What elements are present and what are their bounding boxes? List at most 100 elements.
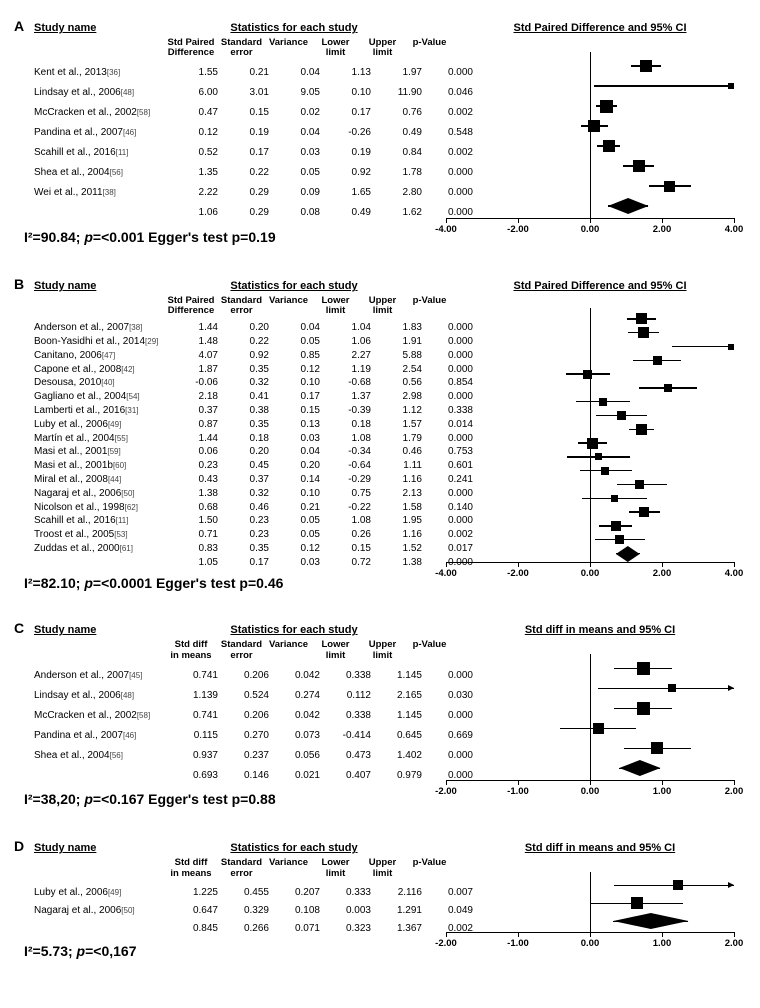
stat-value: 0.17 xyxy=(273,391,324,402)
stat-value: 1.16 xyxy=(375,474,426,485)
stat-value: 0.23 xyxy=(222,515,273,526)
stat-value: 2.13 xyxy=(375,488,426,499)
stat-value: -0.34 xyxy=(324,446,375,457)
stat-value: 1.91 xyxy=(375,336,426,347)
stat-value: 1.139 xyxy=(164,690,222,701)
stats-header: Statistics for each study xyxy=(164,624,424,636)
study-label: Zuddas et al., 2000[61] xyxy=(34,543,164,554)
point-marker xyxy=(587,438,598,449)
col-header: Standarderror xyxy=(218,296,265,317)
arrow-right-icon xyxy=(728,882,734,888)
stat-value: 0.333 xyxy=(324,887,375,898)
stat-value: 11.90 xyxy=(375,87,426,98)
point-marker xyxy=(631,897,643,909)
stat-value: 0.18 xyxy=(222,433,273,444)
stat-value: 1.291 xyxy=(375,905,426,916)
stat-value: 0.49 xyxy=(324,207,375,218)
point-marker xyxy=(640,60,652,72)
stat-value: 1.83 xyxy=(375,322,426,333)
stat-value: 1.04 xyxy=(324,322,375,333)
axis-tick-label: -2.00 xyxy=(507,224,529,235)
stat-value: 1.65 xyxy=(324,187,375,198)
summary-diamond xyxy=(446,913,734,929)
point-marker xyxy=(611,495,618,502)
stat-value: 0.46 xyxy=(222,502,273,513)
stat-value: 0.645 xyxy=(375,730,426,741)
stat-value: 0.92 xyxy=(324,167,375,178)
axis-tick-label: 4.00 xyxy=(725,224,744,235)
stat-value: 0.92 xyxy=(222,350,273,361)
panel-letter: A xyxy=(14,18,34,34)
study-label: McCracken et al., 2002[58] xyxy=(34,710,164,721)
axis-tick-label: -2.00 xyxy=(435,786,457,797)
study-label: Miral et al., 2008[44] xyxy=(34,474,164,485)
stat-value: 0.05 xyxy=(273,336,324,347)
stat-value: 0.206 xyxy=(222,710,273,721)
stat-value: 0.112 xyxy=(324,690,375,701)
axis-tick-label: 2.00 xyxy=(653,568,672,579)
stat-value: 0.04 xyxy=(273,67,324,78)
stat-value: 1.19 xyxy=(324,364,375,375)
stat-value: 0.146 xyxy=(222,770,273,781)
stat-value: 0.09 xyxy=(273,187,324,198)
study-label: Anderson et al., 2007[45] xyxy=(34,670,164,681)
stat-value: 0.19 xyxy=(222,127,273,138)
axis-tick-label: 2.00 xyxy=(725,938,744,949)
col-header: Std PairedDifference xyxy=(164,296,218,317)
study-label: Pandina et al., 2007[46] xyxy=(34,127,164,138)
study-label: Masi et al., 2001b[60] xyxy=(34,460,164,471)
stat-value: 2.54 xyxy=(375,364,426,375)
stat-value: 0.042 xyxy=(273,710,324,721)
stats-header: Statistics for each study xyxy=(164,22,424,34)
point-marker xyxy=(593,723,604,734)
stats-header: Statistics for each study xyxy=(164,842,424,854)
stat-value: 0.115 xyxy=(164,730,222,741)
stat-value: 1.11 xyxy=(375,460,426,471)
study-label: Luby et al., 2006[49] xyxy=(34,887,164,898)
study-label: Gagliano et al., 2004[54] xyxy=(34,391,164,402)
point-marker xyxy=(611,521,621,531)
stat-value: 0.237 xyxy=(222,750,273,761)
forest-panel-A: AStudy nameStatistics for each studyStd … xyxy=(14,18,746,258)
stat-value: 0.23 xyxy=(222,529,273,540)
axis-tick-label: -1.00 xyxy=(507,938,529,949)
stat-value: -0.26 xyxy=(324,127,375,138)
stat-value: 1.38 xyxy=(164,488,222,499)
col-header: Standarderror xyxy=(218,858,265,879)
stat-value: 2.18 xyxy=(164,391,222,402)
forest-panel-D: DStudy nameStatistics for each studyStd … xyxy=(14,838,746,972)
stat-value: 1.145 xyxy=(375,710,426,721)
stat-value: 2.22 xyxy=(164,187,222,198)
point-marker xyxy=(636,313,647,324)
stat-value: 0.108 xyxy=(273,905,324,916)
stat-value: 1.06 xyxy=(324,336,375,347)
study-label: Scahill et al., 2016[11] xyxy=(34,147,164,158)
stat-value: 0.338 xyxy=(324,670,375,681)
study-label: Capone et al., 2008[42] xyxy=(34,364,164,375)
stat-value: 1.79 xyxy=(375,433,426,444)
stat-value: 0.10 xyxy=(324,87,375,98)
col-header: Std diffin means xyxy=(164,858,218,879)
stat-value: 0.329 xyxy=(222,905,273,916)
stat-value: 5.88 xyxy=(375,350,426,361)
study-label: Troost et al., 2005[53] xyxy=(34,529,164,540)
point-marker xyxy=(664,384,672,392)
stat-value: 0.85 xyxy=(273,350,324,361)
stat-value: 1.87 xyxy=(164,364,222,375)
forest-panel-B: BStudy nameStatistics for each studyStd … xyxy=(14,276,746,602)
stat-value: 0.524 xyxy=(222,690,273,701)
stat-value: 0.693 xyxy=(164,770,222,781)
study-label: Lamberti et al., 2016[31] xyxy=(34,405,164,416)
study-label: Nagaraj et al., 2006[50] xyxy=(34,488,164,499)
stat-value: 1.44 xyxy=(164,433,222,444)
stat-value: 0.04 xyxy=(273,127,324,138)
stat-value: -0.06 xyxy=(164,377,222,388)
stat-value: 2.27 xyxy=(324,350,375,361)
col-header: Lowerlimit xyxy=(312,38,359,59)
point-marker xyxy=(638,327,649,338)
stat-value: 0.06 xyxy=(164,446,222,457)
ci-line xyxy=(594,85,734,87)
stat-value: 0.741 xyxy=(164,670,222,681)
stat-value: 1.08 xyxy=(324,433,375,444)
stat-value: 1.95 xyxy=(375,515,426,526)
